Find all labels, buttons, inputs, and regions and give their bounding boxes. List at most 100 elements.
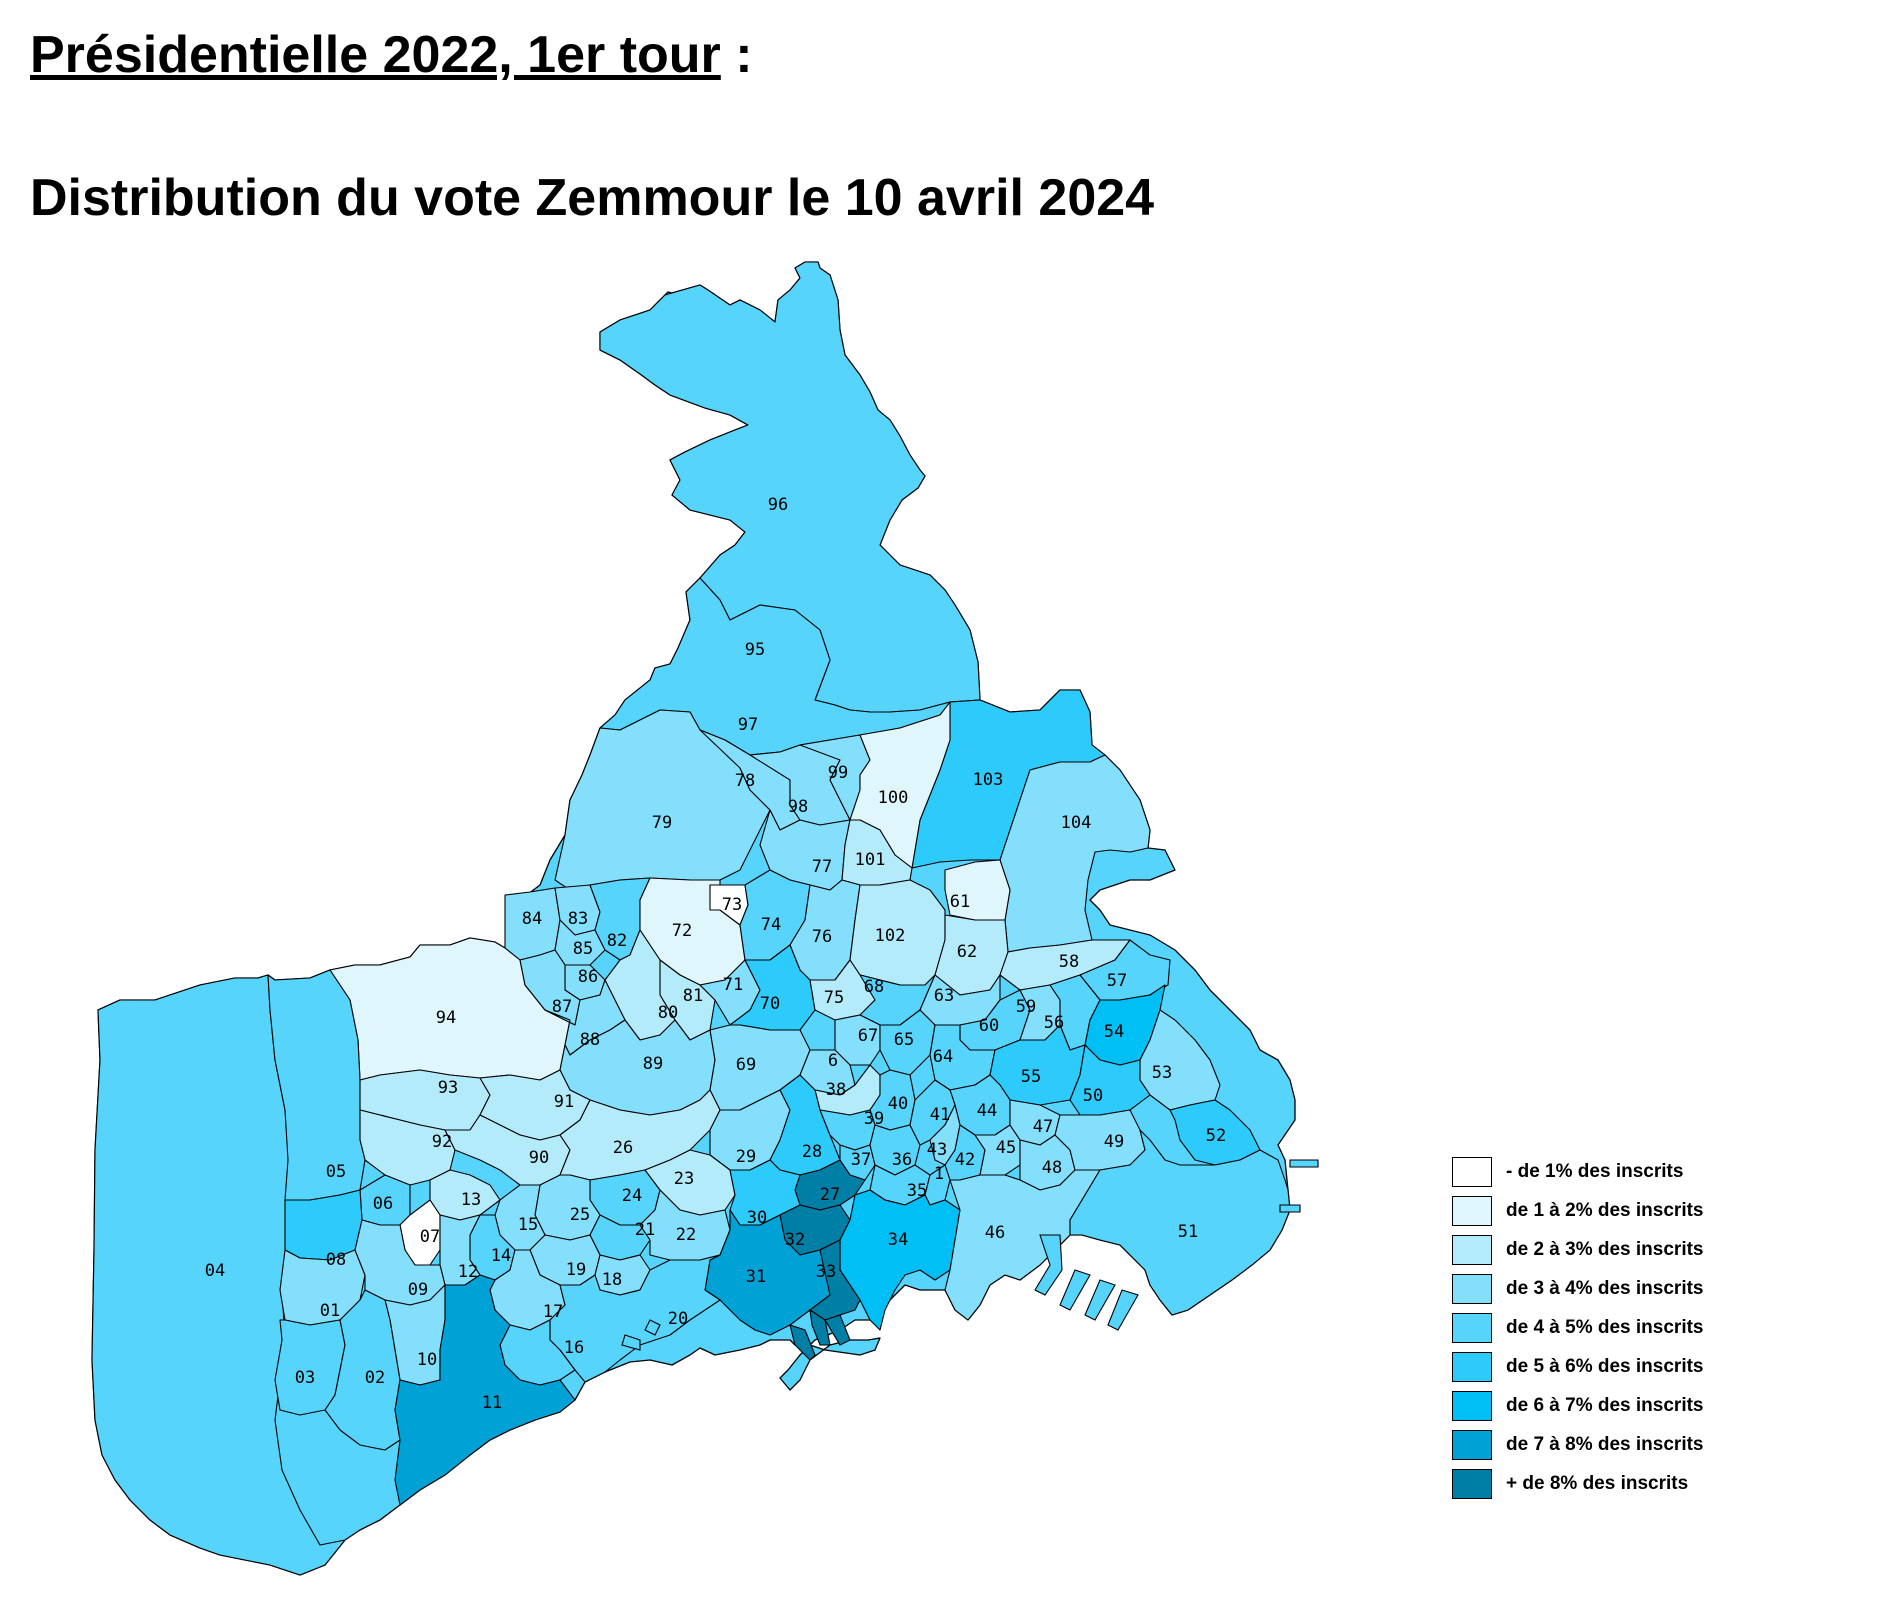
sector-label-23: 23: [674, 1169, 694, 1189]
sector-label-89: 89: [643, 1054, 663, 1074]
sector-label-78: 78: [735, 771, 755, 791]
sector-label-14: 14: [491, 1246, 511, 1266]
sector-label-18: 18: [602, 1270, 622, 1290]
pier-east-4: [1107, 1289, 1139, 1331]
sector-label-51: 51: [1178, 1222, 1198, 1242]
sector-label-42: 42: [955, 1150, 975, 1170]
sector-label-12: 12: [458, 1262, 478, 1282]
sector-label-69: 69: [736, 1055, 756, 1075]
sector-label-84: 84: [522, 909, 542, 929]
sector-25: [534, 1174, 601, 1241]
sector-label-104: 104: [1061, 813, 1092, 833]
legend-swatch: [1452, 1429, 1492, 1460]
sector-label-70: 70: [760, 994, 780, 1014]
pier-south-1: [789, 1324, 816, 1361]
sector-label-05: 05: [326, 1162, 346, 1182]
sector-label-02: 02: [365, 1368, 385, 1388]
sector-label-54: 54: [1104, 1022, 1124, 1042]
sector-label-83: 83: [568, 909, 588, 929]
pier-east-5: [1279, 1204, 1301, 1213]
sector-label-08: 08: [326, 1250, 346, 1270]
legend-swatch: [1452, 1468, 1492, 1499]
sector-label-44: 44: [977, 1101, 997, 1121]
sector-label-63: 63: [934, 986, 954, 1006]
sector-label-03: 03: [295, 1368, 315, 1388]
sector-label-82: 82: [607, 931, 627, 951]
sector-label-19: 19: [566, 1260, 586, 1280]
legend-label: de 2 à 3% des inscrits: [1506, 1238, 1704, 1260]
sector-08: [284, 1189, 363, 1261]
sector-label-36: 36: [892, 1150, 912, 1170]
sector-label-20: 20: [668, 1309, 688, 1329]
legend: - de 1% des inscrits de 1 à 2% des inscri…: [1452, 1152, 1704, 1503]
sector-label-34: 34: [888, 1230, 908, 1250]
legend-label: de 7 à 8% des inscrits: [1506, 1433, 1704, 1455]
legend-swatch: [1452, 1273, 1492, 1304]
sector-label-11: 11: [482, 1393, 502, 1413]
sector-label-35: 35: [907, 1181, 927, 1201]
legend-label: de 1 à 2% des inscrits: [1506, 1199, 1704, 1221]
sector-label-92: 92: [432, 1132, 452, 1152]
sector-label-95: 95: [745, 640, 765, 660]
sector-label-86: 86: [578, 967, 598, 987]
sector-label-15: 15: [518, 1215, 538, 1235]
sector-label-73: 73: [722, 895, 742, 915]
sector-label-81: 81: [683, 986, 703, 1006]
pier-east-3: [1084, 1279, 1116, 1321]
sector-label-31: 31: [746, 1267, 766, 1287]
map-title-suffix: :: [720, 26, 753, 84]
sector-label-90: 90: [529, 1148, 549, 1168]
pier-south-3: [824, 1314, 851, 1346]
sector-label-67: 67: [858, 1026, 878, 1046]
sector-label-50: 50: [1083, 1086, 1103, 1106]
sector-33: [809, 1239, 861, 1321]
sector-label-06: 06: [373, 1194, 393, 1214]
sector-label-38: 38: [826, 1080, 846, 1100]
legend-swatch: [1452, 1234, 1492, 1265]
map-title: Présidentielle 2022, 1er tour :: [30, 25, 753, 85]
sector-label-48: 48: [1042, 1158, 1062, 1178]
sector-label-85: 85: [573, 939, 593, 959]
sector-label-60: 60: [979, 1016, 999, 1036]
sector-label-09: 09: [408, 1280, 428, 1300]
legend-item: de 2 à 3% des inscrits: [1452, 1230, 1704, 1269]
sector-label-46: 46: [985, 1223, 1005, 1243]
sector-label-94: 94: [436, 1008, 456, 1028]
legend-item: de 6 à 7% des inscrits: [1452, 1386, 1704, 1425]
sector-label-16: 16: [564, 1338, 584, 1358]
legend-label: - de 1% des inscrits: [1506, 1160, 1684, 1182]
sector-label-32: 32: [785, 1230, 805, 1250]
pier-east-1: [1034, 1234, 1063, 1296]
legend-label: de 3 à 4% des inscrits: [1506, 1277, 1704, 1299]
sector-label-43: 43: [927, 1140, 947, 1160]
sector-label-74: 74: [761, 915, 781, 935]
sector-label-87: 87: [552, 997, 572, 1017]
sector-label-04: 04: [205, 1261, 225, 1281]
legend-item: de 4 à 5% des inscrits: [1452, 1308, 1704, 1347]
legend-label: de 4 à 5% des inscrits: [1506, 1316, 1704, 1338]
sector-label-65: 65: [894, 1030, 914, 1050]
sector-label-68: 68: [864, 977, 884, 997]
sector-label-25: 25: [570, 1205, 590, 1225]
sector-45: [974, 1124, 1021, 1176]
sector-label-41: 41: [930, 1105, 950, 1125]
map-subtitle: Distribution du vote Zemmour le 10 avril…: [30, 169, 1155, 227]
sector-label-40: 40: [888, 1094, 908, 1114]
sector-label-88: 88: [580, 1030, 600, 1050]
legend-item: + de 8% des inscrits: [1452, 1464, 1704, 1503]
sector-label-45: 45: [996, 1138, 1016, 1158]
legend-item: - de 1% des inscrits: [1452, 1152, 1704, 1191]
sector-label-28: 28: [802, 1142, 822, 1162]
sector-label-97: 97: [738, 715, 758, 735]
sector-label-24: 24: [622, 1186, 642, 1206]
pier-west-1: [621, 1334, 641, 1351]
legend-label: de 5 à 6% des inscrits: [1506, 1355, 1704, 1377]
legend-label: + de 8% des inscrits: [1506, 1472, 1689, 1494]
legend-item: de 1 à 2% des inscrits: [1452, 1191, 1704, 1230]
sector-05: [267, 969, 366, 1201]
sector-label-79: 79: [652, 813, 672, 833]
legend-swatch: [1452, 1156, 1492, 1187]
sector-label-01: 01: [320, 1301, 340, 1321]
sector-label-100: 100: [878, 788, 909, 808]
sector-label-10: 10: [417, 1350, 437, 1370]
